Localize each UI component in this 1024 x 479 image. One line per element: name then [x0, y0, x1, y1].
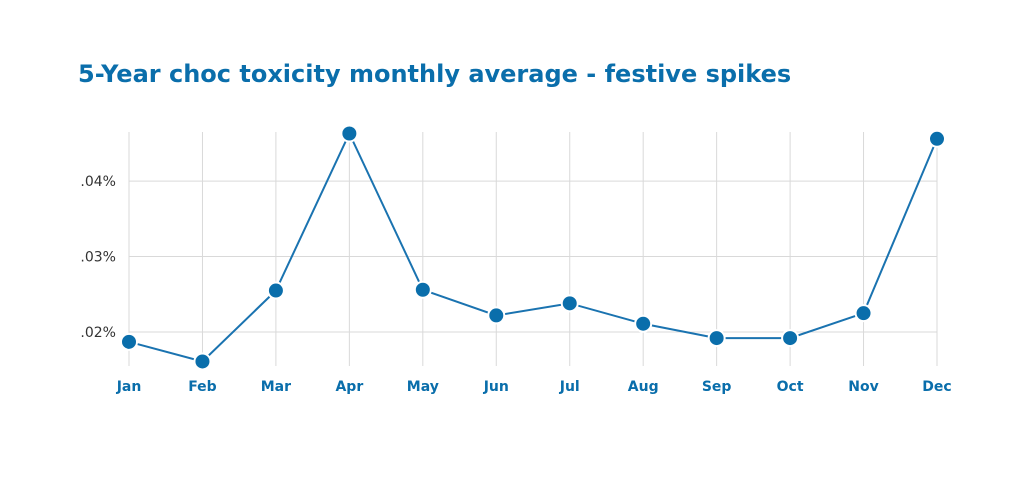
x-tick-label: Sep: [702, 379, 732, 395]
x-tick-label: Jun: [483, 379, 509, 395]
y-tick-label: .02%: [80, 325, 116, 341]
data-point-may[interactable]: [413, 280, 432, 299]
data-point-feb[interactable]: [193, 352, 212, 371]
x-tick-label: Apr: [335, 379, 363, 395]
x-tick-label: May: [407, 379, 439, 395]
data-point-jan[interactable]: [120, 332, 138, 351]
x-tick-label: Aug: [628, 379, 659, 395]
grid-lines: [128, 132, 938, 366]
series-line: [128, 131, 938, 363]
x-tick-label: Mar: [261, 379, 291, 395]
x-tick-label: Dec: [922, 379, 951, 395]
x-tick-labels: Jan Feb Mar Apr May Jun Jul Aug Sep Oct Nov Dec: [116, 379, 952, 395]
y-tick-labels: .02% .03% .04%: [80, 174, 116, 341]
data-point-dec[interactable]: [928, 129, 946, 148]
data-point-nov[interactable]: [854, 304, 873, 323]
data-point-jun[interactable]: [487, 306, 506, 325]
data-point-mar[interactable]: [266, 281, 285, 300]
chart-title: 5-Year choc toxicity monthly average - f…: [78, 60, 792, 88]
x-tick-label: Nov: [848, 379, 878, 395]
x-tick-label: Jan: [116, 379, 142, 395]
y-tick-label: .03%: [80, 250, 116, 266]
y-tick-label: .04%: [80, 174, 116, 190]
data-point-sep[interactable]: [707, 329, 726, 348]
x-tick-label: Oct: [777, 379, 804, 395]
data-point-aug[interactable]: [634, 314, 653, 333]
data-point-oct[interactable]: [781, 329, 800, 348]
x-tick-label: Feb: [188, 379, 217, 395]
data-point-jul[interactable]: [560, 294, 579, 313]
data-point-apr[interactable]: [340, 124, 359, 143]
series-layer: [120, 124, 946, 371]
x-tick-label: Jul: [559, 379, 580, 395]
